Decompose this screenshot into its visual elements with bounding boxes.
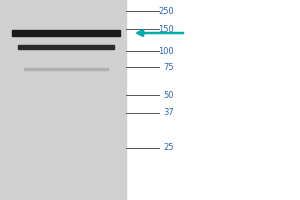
Bar [18,45,114,49]
Text: 100: 100 [158,46,174,55]
Text: 37: 37 [163,108,174,117]
Bar [12,30,120,36]
Bar [24,68,108,70]
Text: 250: 250 [158,6,174,16]
Text: 150: 150 [158,24,174,33]
Text: 75: 75 [164,62,174,72]
Bar [0,0,126,200]
Bar [126,0,300,200]
Text: 25: 25 [164,144,174,152]
Text: 50: 50 [164,90,174,99]
